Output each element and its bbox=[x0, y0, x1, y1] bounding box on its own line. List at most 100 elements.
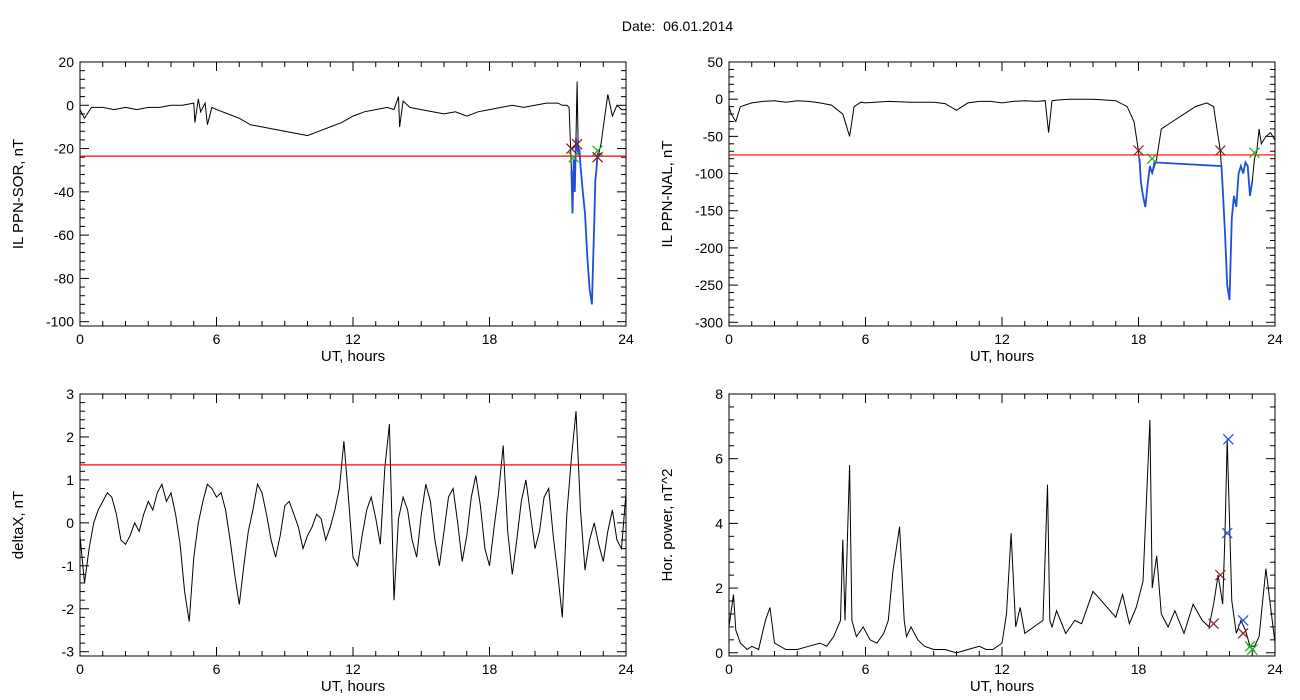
x-tick-label: 18 bbox=[1131, 661, 1147, 677]
series-line-storm bbox=[1138, 158, 1254, 301]
series-line-storm bbox=[570, 137, 600, 305]
plot-p2: 0 6 12 18 24 50 0 -50 -100 -150 -200 -250 -300 UT, ho… bbox=[659, 54, 1283, 365]
y-tick-label: -100 bbox=[46, 314, 74, 330]
y-tick-label: 2 bbox=[66, 429, 74, 445]
y-tick-label: -3 bbox=[62, 644, 75, 660]
event-marker bbox=[1221, 527, 1233, 539]
y-tick-label: 20 bbox=[58, 54, 74, 70]
date-label: Date: bbox=[621, 18, 656, 34]
x-tick-label: 24 bbox=[1267, 331, 1283, 347]
series-line-main bbox=[80, 411, 626, 622]
x-tick-label: 18 bbox=[482, 661, 498, 677]
y-tick-label: 0 bbox=[715, 91, 723, 107]
event-marker bbox=[1208, 618, 1219, 630]
y-tick-label: 8 bbox=[715, 386, 723, 402]
marker-stroke bbox=[592, 151, 603, 163]
marker-stroke bbox=[1222, 433, 1234, 445]
y-tick-label: 0 bbox=[66, 97, 74, 113]
x-tick-label: 0 bbox=[725, 331, 733, 347]
date-value: 06.01.2014 bbox=[663, 18, 734, 34]
event-marker bbox=[565, 143, 577, 154]
x-tick-label: 12 bbox=[994, 331, 1010, 347]
marker-stroke bbox=[1249, 147, 1260, 159]
x-tick-label: 0 bbox=[76, 331, 84, 347]
x-tick-label: 24 bbox=[618, 331, 634, 347]
y-tick-label: -200 bbox=[695, 240, 723, 256]
marker-stroke bbox=[565, 143, 577, 154]
event-marker bbox=[1146, 153, 1158, 165]
x-tick-label: 12 bbox=[345, 331, 361, 347]
x-tick-label: 0 bbox=[76, 661, 84, 677]
x-tick-label: 18 bbox=[482, 331, 498, 347]
event-marker bbox=[1214, 569, 1226, 581]
event-marker bbox=[568, 151, 580, 163]
plot-data-area bbox=[729, 98, 1275, 301]
marker-stroke bbox=[1133, 145, 1144, 156]
marker-stroke bbox=[1244, 640, 1256, 652]
plot-data-area bbox=[80, 411, 626, 622]
event-marker bbox=[1222, 433, 1234, 445]
x-axis-title: UT, hours bbox=[970, 678, 1034, 695]
x-tick-label: 6 bbox=[862, 661, 870, 677]
plot-frame bbox=[79, 61, 627, 327]
plot-data-area bbox=[729, 419, 1275, 655]
x-tick-label: 12 bbox=[994, 661, 1010, 677]
y-tick-label: -60 bbox=[54, 227, 74, 243]
series-line-main bbox=[80, 81, 626, 305]
y-axis-title: IL PPN-SOR, nT bbox=[10, 139, 27, 249]
y-tick-label: 50 bbox=[707, 54, 723, 70]
y-tick-label: -300 bbox=[695, 314, 723, 330]
event-marker bbox=[571, 138, 583, 150]
marker-stroke bbox=[1214, 569, 1226, 581]
plot-frame bbox=[79, 393, 627, 657]
event-marker bbox=[1237, 627, 1249, 639]
event-marker bbox=[1246, 644, 1258, 655]
plot-p3: 0 6 12 18 24 3 2 1 0 -1 -2 -3 UT, hours deltaX, nT bbox=[10, 386, 634, 695]
y-tick-label: 6 bbox=[715, 451, 723, 467]
marker-stroke bbox=[571, 138, 583, 150]
x-tick-label: 12 bbox=[345, 661, 361, 677]
marker-stroke bbox=[1221, 527, 1233, 539]
x-axis-title: UT, hours bbox=[321, 348, 385, 365]
y-axis-title: Hor. power, nT^2 bbox=[659, 469, 676, 582]
y-tick-label: 1 bbox=[66, 472, 74, 488]
y-tick-label: -250 bbox=[695, 277, 723, 293]
y-tick-label: 4 bbox=[715, 515, 723, 531]
y-tick-label: 0 bbox=[715, 645, 723, 661]
marker-stroke bbox=[568, 151, 580, 163]
x-tick-label: 6 bbox=[213, 661, 221, 677]
event-marker bbox=[1214, 145, 1226, 156]
y-tick-label: -20 bbox=[54, 141, 74, 157]
event-marker bbox=[1249, 147, 1260, 159]
y-axis-title: IL PPN-NAL, nT bbox=[659, 141, 676, 248]
x-tick-label: 0 bbox=[725, 661, 733, 677]
marker-stroke bbox=[1237, 614, 1249, 626]
x-tick-label: 24 bbox=[1267, 661, 1283, 677]
marker-stroke bbox=[1246, 644, 1258, 655]
figure-header: Date: 06.01.2014 bbox=[0, 18, 1300, 34]
marker-stroke bbox=[1208, 618, 1219, 630]
y-tick-label: -150 bbox=[695, 203, 723, 219]
x-tick-label: 6 bbox=[862, 331, 870, 347]
y-tick-label: -80 bbox=[54, 270, 74, 286]
event-marker bbox=[1133, 145, 1144, 156]
marker-stroke bbox=[1146, 153, 1158, 165]
series-line-main bbox=[729, 419, 1275, 654]
y-tick-label: 0 bbox=[66, 515, 74, 531]
plot-p4: 0 6 12 18 24 8 6 4 2 0 UT, hours Hor. power, nT^2 bbox=[659, 386, 1283, 695]
y-tick-label: -40 bbox=[54, 184, 74, 200]
y-axis-title: deltaX, nT bbox=[10, 491, 27, 559]
event-marker bbox=[592, 151, 603, 163]
y-tick-label: 2 bbox=[715, 580, 723, 596]
y-tick-label: 3 bbox=[66, 386, 74, 402]
plot-p1: 0 6 12 18 24 20 0 -20 -40 -60 -80 -100 UT, hours IL P… bbox=[10, 54, 634, 365]
plot-data-area bbox=[80, 81, 626, 305]
y-tick-label: -50 bbox=[703, 128, 723, 144]
series-line-main bbox=[729, 98, 1275, 301]
y-tick-label: -2 bbox=[62, 601, 75, 617]
x-tick-label: 24 bbox=[618, 661, 634, 677]
event-marker bbox=[1237, 614, 1249, 626]
y-tick-label: -100 bbox=[695, 166, 723, 182]
marker-stroke bbox=[1237, 627, 1249, 639]
